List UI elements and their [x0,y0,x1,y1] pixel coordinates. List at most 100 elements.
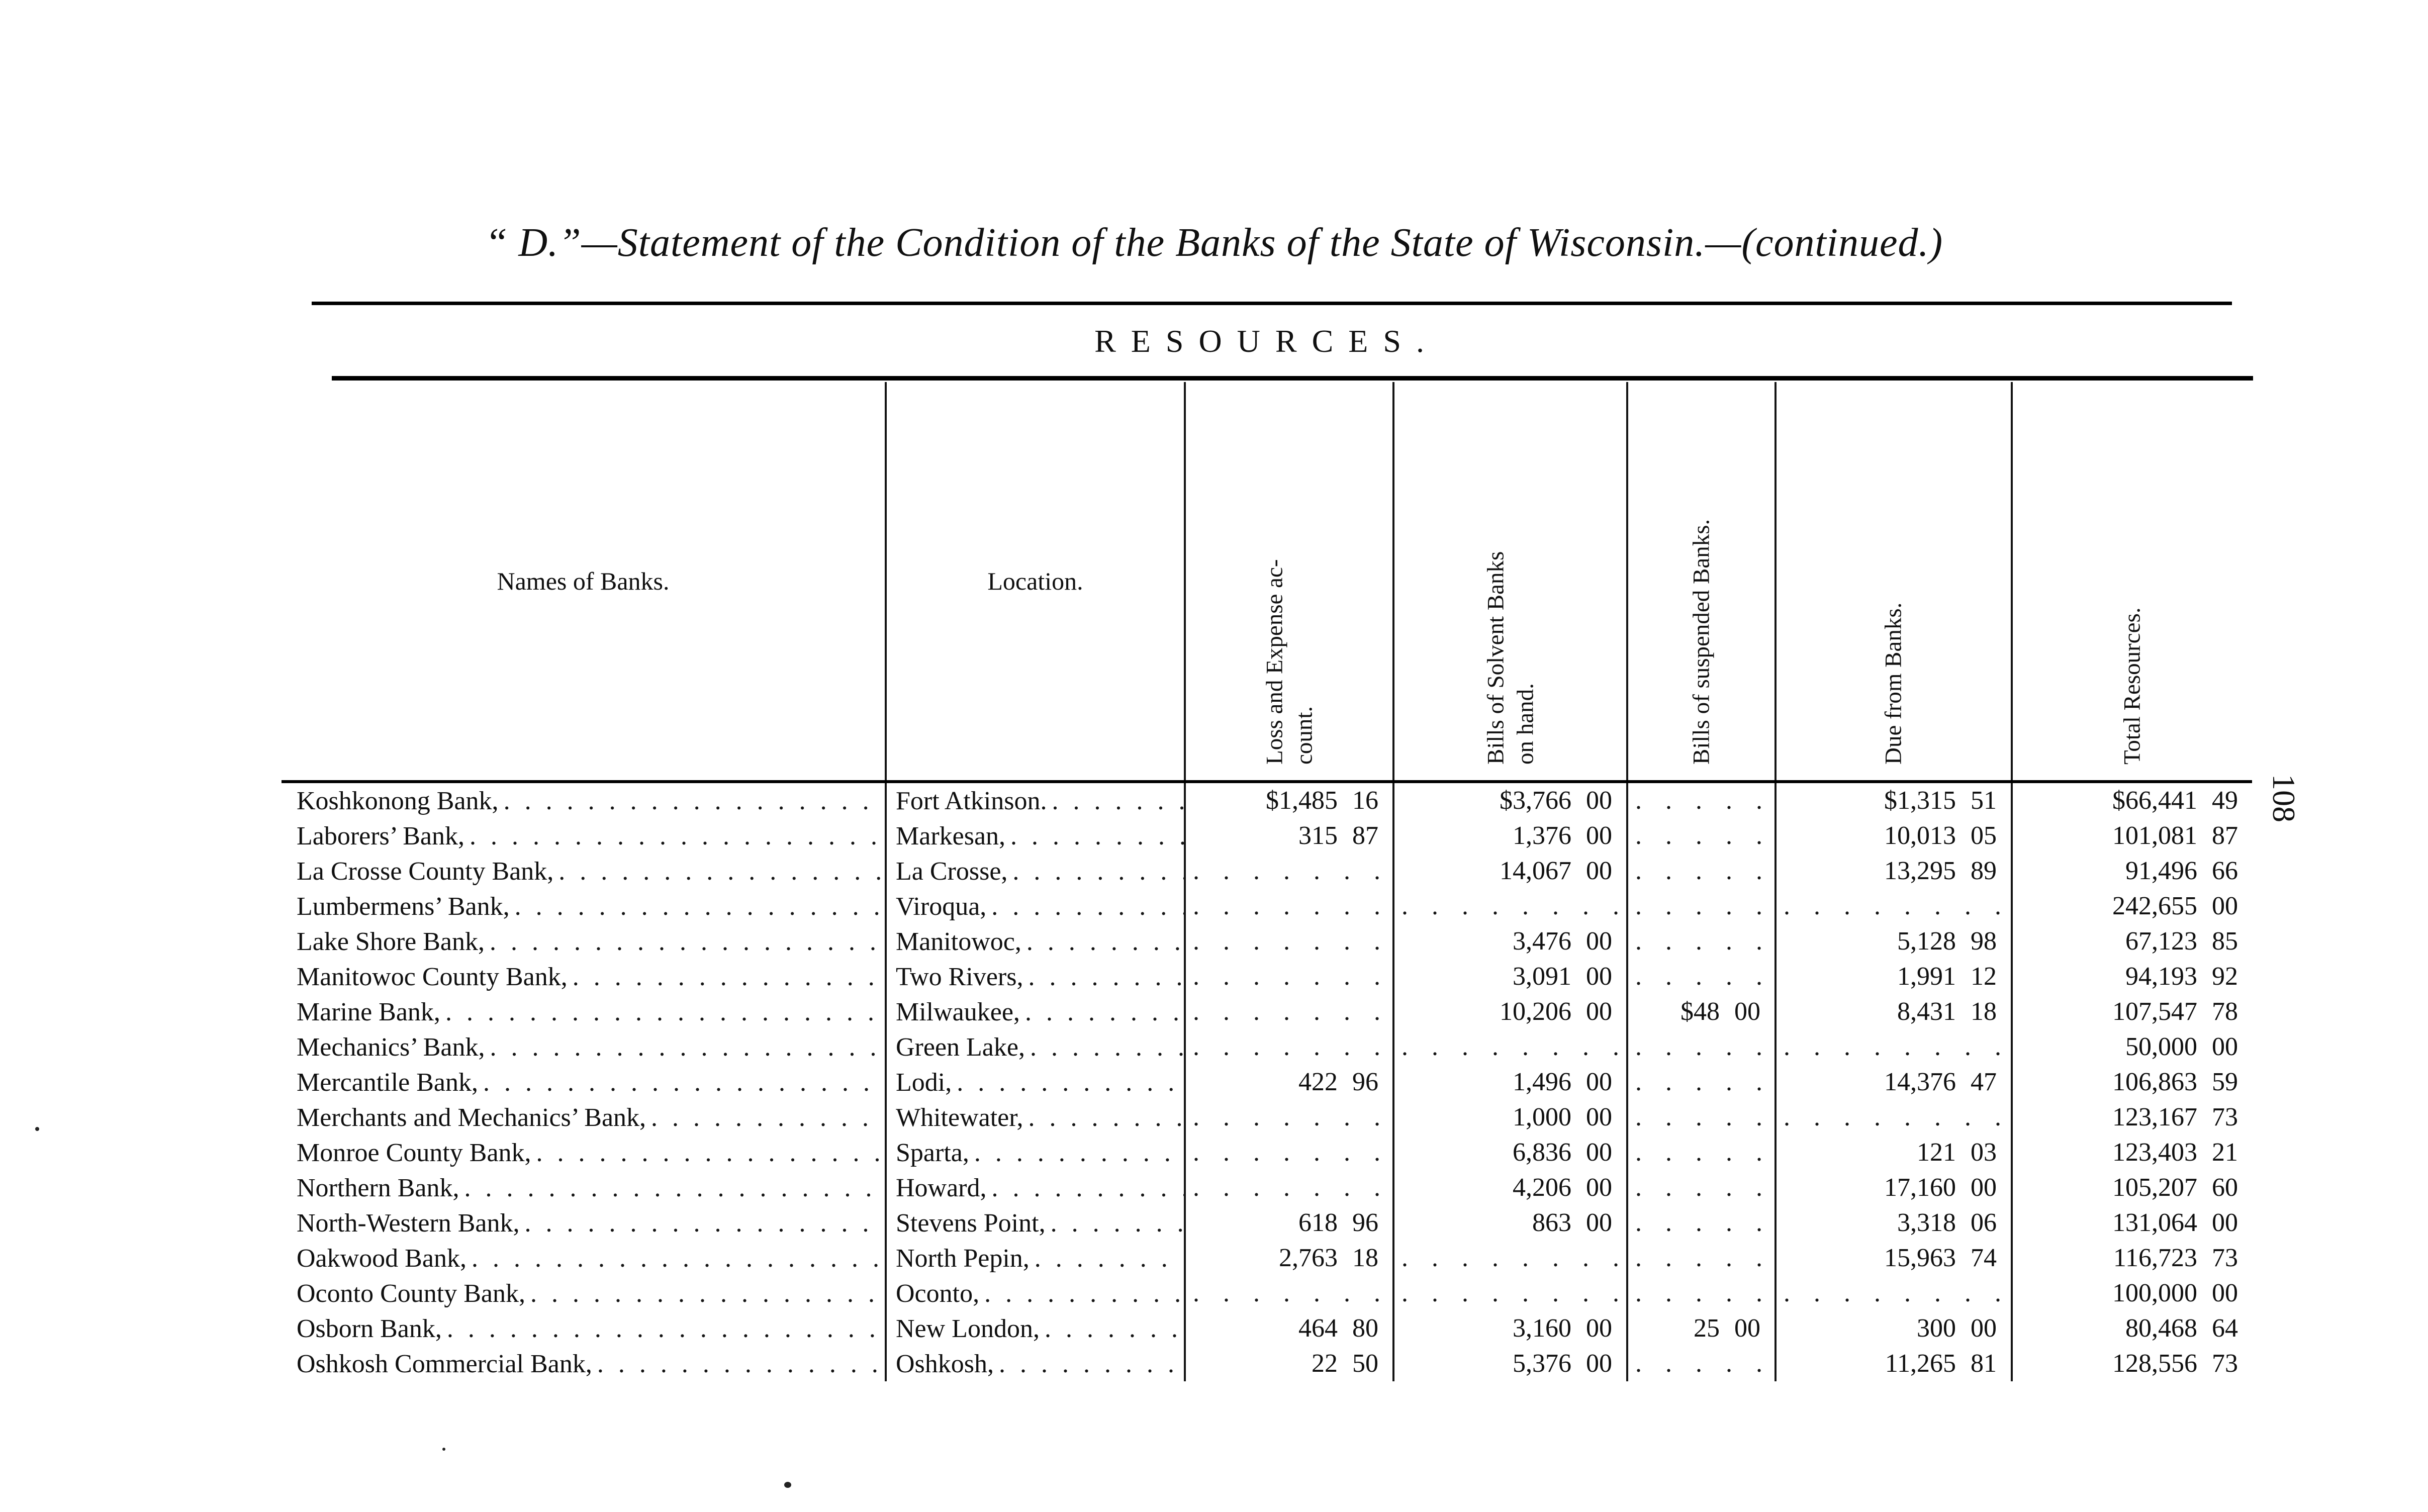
due-from-banks-cell: 1,991 12 [1775,959,2011,994]
due-from-banks-cell: 14,376 47 [1775,1065,2011,1100]
bank-name: Oshkosh Commercial Bank, [297,1349,592,1378]
loss-expense-cell: 464 80 [1184,1311,1392,1346]
loss-expense-cell [1184,994,1392,1029]
bills-solvent-cell [1392,1029,1626,1065]
location-cell: Stevens Point, [885,1205,1184,1241]
total-resources-cell: 67,123 85 [2011,924,2252,959]
due-from-banks-cell [1775,1100,2011,1135]
bank-name: Laborers’ Bank, [297,821,465,850]
total-resources-cell: 50,000 00 [2011,1029,2252,1065]
bills-solvent-cell: 3,160 00 [1392,1311,1626,1346]
total-resources-cell: $66,441 49 [2011,783,2252,818]
dotted-leader [992,1173,1184,1203]
loss-expense-cell: 618 96 [1184,1205,1392,1241]
dotted-leader [558,857,885,886]
location-cell: Howard, [885,1170,1184,1205]
bills-solvent-cell: 14,067 00 [1392,854,1626,889]
bank-name-cell: Monroe County Bank, [282,1135,885,1170]
bank-name: Mercantile Bank, [297,1068,478,1097]
bills-suspended-cell [1626,1205,1775,1241]
bank-name: Manitowoc County Bank, [297,962,568,991]
bills-solvent-cell: 1,000 00 [1392,1100,1626,1135]
table-row: Lake Shore Bank, Manitowoc, 3,476 00 5,128 … [282,924,2252,959]
bills-suspended-cell: $48 00 [1626,994,1775,1029]
loss-expense-cell: 22 50 [1184,1346,1392,1381]
dotted-leader [464,1173,885,1203]
dotted-leader [470,821,885,851]
bills-solvent-cell: 1,376 00 [1392,818,1626,854]
loss-expense-cell [1184,889,1392,924]
dotted-leader [515,892,885,921]
dotted-leader [483,1068,885,1097]
bank-name-cell: North-Western Bank, [282,1205,885,1241]
dotted-leader [447,1314,885,1344]
due-from-banks-cell: 8,431 18 [1775,994,2011,1029]
bills-suspended-cell [1626,1029,1775,1065]
bills-solvent-cell [1392,1241,1626,1276]
table-row: Mercantile Bank, Lodi, 422 961,496 00 14,37… [282,1065,2252,1100]
dotted-leader [530,1279,885,1308]
total-resources-cell: 101,081 87 [2011,818,2252,854]
table-row: North-Western Bank, Stevens Point, 618 968… [282,1205,2252,1241]
header-label-rotated: Bills of suspended Banks. [1688,519,1715,765]
bills-suspended-cell [1626,1346,1775,1381]
table-header-row: Names of Banks. Location. Loss and Expen… [282,382,2252,783]
table-row: Marine Bank, Milwaukee, 10,206 00$48 008,4… [282,994,2252,1029]
section-divider-rule [332,376,2253,381]
loss-expense-cell [1184,1170,1392,1205]
header-label-rotated: Total Resources. [2119,607,2145,765]
bank-name-cell: Lumbermens’ Bank, [282,889,885,924]
bank-name: Northern Bank, [297,1173,459,1202]
dotted-leader [504,786,885,816]
due-from-banks-cell: 17,160 00 [1775,1170,2011,1205]
dotted-leader [524,1208,885,1238]
location: Stevens Point, [896,1208,1046,1238]
dotted-leader [1012,857,1184,886]
bank-name: Lake Shore Bank, [297,927,485,956]
header-bills-suspended: Bills of suspended Banks. [1626,382,1775,780]
location-cell: Sparta, [885,1135,1184,1170]
dotted-leader [445,997,885,1027]
location: Lodi, [896,1068,952,1097]
bills-solvent-cell: 5,376 00 [1392,1346,1626,1381]
dotted-leader [1045,1314,1184,1344]
loss-expense-cell [1184,1276,1392,1311]
location-cell: Fort Atkinson. [885,783,1184,818]
header-label-rotated: Bills of Solvent Banks on hand. [1482,551,1538,765]
total-resources-cell: 106,863 59 [2011,1065,2252,1100]
dotted-leader [472,1244,885,1273]
location-cell: Milwaukee, [885,994,1184,1029]
loss-expense-cell: 315 87 [1184,818,1392,854]
bills-suspended-cell [1626,1241,1775,1276]
header-due-from-banks: Due from Banks. [1775,382,2011,780]
due-from-banks-cell: 13,295 89 [1775,854,2011,889]
location-cell: Oconto, [885,1276,1184,1311]
header-label: Location. [987,567,1083,595]
dotted-leader [1052,786,1184,816]
dotted-leader [490,927,885,957]
header-bills-solvent: Bills of Solvent Banks on hand. [1392,382,1626,780]
location: Howard, [896,1173,987,1202]
bank-name-cell: Laborers’ Bank, [282,818,885,854]
table-row: Lumbermens’ Bank, Viroqua, 242,655 00 [282,889,2252,924]
location-cell: Oshkosh, [885,1346,1184,1381]
location-cell: Manitowoc, [885,924,1184,959]
bank-name: La Crosse County Bank, [297,857,554,886]
bank-name: Marine Bank, [297,997,440,1026]
due-from-banks-cell: 3,318 06 [1775,1205,2011,1241]
due-from-banks-cell [1775,889,2011,924]
bank-name-cell: Mercantile Bank, [282,1065,885,1100]
header-label-rotated: Loss and Expense ac- count. [1261,559,1317,765]
location-cell: New London, [885,1311,1184,1346]
bank-name: Lumbermens’ Bank, [297,892,510,921]
bills-suspended-cell [1626,854,1775,889]
bank-name: Oakwood Bank, [297,1244,466,1273]
bank-name-cell: Marine Bank, [282,994,885,1029]
total-resources-cell: 105,207 60 [2011,1170,2252,1205]
bills-suspended-cell [1626,1276,1775,1311]
due-from-banks-cell [1775,1029,2011,1065]
location: Whitewater, [896,1103,1023,1132]
location-cell: Lodi, [885,1065,1184,1100]
location-cell: North Pepin, [885,1241,1184,1276]
bank-name: North-Western Bank, [297,1208,520,1238]
